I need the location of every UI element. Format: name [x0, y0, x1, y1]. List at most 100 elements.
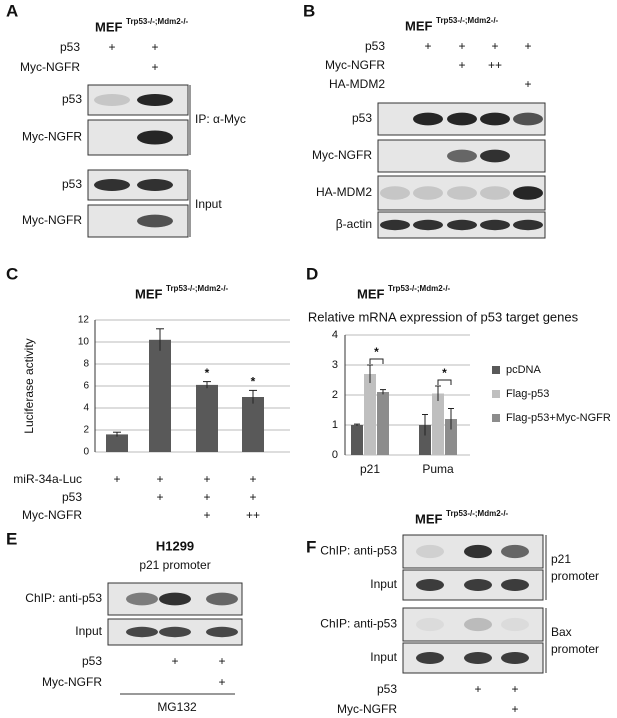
cell-line: MEF [357, 286, 385, 301]
treatment-mark: + [151, 60, 158, 74]
y-axis-label: Luciferase activity [22, 338, 36, 433]
band [501, 617, 529, 632]
blot-label: ChIP: anti-p53 [320, 544, 397, 558]
genotype: Trp53-/-;Mdm2-/- [166, 284, 229, 293]
blot-label: HA-MDM2 [316, 185, 372, 199]
blot-label: Myc-NGFR [22, 213, 82, 227]
band [413, 219, 443, 231]
significance: * [374, 345, 379, 359]
treatment-label: p53 [82, 654, 102, 668]
band [464, 652, 492, 664]
blot-label: Input [75, 624, 102, 638]
band [513, 112, 543, 126]
band [94, 179, 130, 191]
y-tick-label: 2 [83, 425, 89, 436]
treatment-mark: + [474, 682, 481, 696]
band [480, 186, 510, 200]
legend-label: pcDNA [506, 364, 542, 376]
bar [351, 425, 363, 455]
band [137, 214, 173, 228]
treatment-label: HA-MDM2 [329, 77, 385, 91]
treatment-mark: + [524, 77, 531, 91]
legend-swatch [492, 366, 500, 374]
treatment-mark: + [203, 490, 210, 504]
treatment-mark: ++ [246, 508, 260, 522]
blot-label: Input [370, 577, 397, 591]
panel-letter: B [303, 1, 315, 20]
band [501, 544, 529, 559]
band [447, 219, 477, 231]
y-tick-label: 8 [83, 359, 89, 370]
band [464, 617, 492, 632]
treatment-mark: + [156, 472, 163, 486]
treatment-mark: + [249, 490, 256, 504]
band [464, 544, 492, 559]
band [206, 626, 238, 638]
bar [432, 393, 444, 455]
x-tick-label: Puma [422, 462, 454, 476]
blot-label: ChIP: anti-p53 [25, 591, 102, 605]
blot-label: Myc-NGFR [312, 148, 372, 162]
treatment-mark: + [458, 39, 465, 53]
treatment-label: Myc-NGFR [22, 508, 82, 522]
band [501, 579, 529, 591]
condition: MG132 [157, 700, 197, 714]
y-tick-label: 2 [332, 389, 338, 401]
cell-line: MEF [95, 19, 123, 34]
treatment-mark: + [458, 58, 465, 72]
band [137, 94, 173, 106]
significance: * [442, 366, 447, 380]
legend-swatch [492, 414, 500, 422]
genotype: Trp53-/-;Mdm2-/- [388, 284, 451, 293]
treatment-label: p53 [60, 40, 80, 54]
blot-label: β-actin [336, 217, 372, 231]
y-tick-label: 1 [332, 419, 338, 431]
blot-label: p53 [62, 92, 82, 106]
blot-label: p53 [62, 177, 82, 191]
band [416, 544, 444, 559]
band [480, 149, 510, 163]
treatment-label: p53 [62, 490, 82, 504]
band [126, 592, 158, 606]
significance-bracket [437, 379, 452, 385]
bar [364, 374, 376, 455]
genotype: Trp53-/-;Mdm2-/- [446, 509, 509, 518]
treatment-mark: + [108, 40, 115, 54]
panel-letter: D [306, 264, 318, 283]
group-label: p21 [551, 552, 571, 566]
treatment-label: Myc-NGFR [337, 702, 397, 716]
cell-line: MEF [135, 286, 163, 301]
panel-letter: F [306, 537, 316, 556]
treatment-label: Myc-NGFR [42, 675, 102, 689]
treatment-mark: + [203, 472, 210, 486]
band [380, 186, 410, 200]
group-label: IP: α-Myc [195, 112, 246, 126]
treatment-mark: + [171, 654, 178, 668]
blot-label: Myc-NGFR [22, 130, 82, 144]
chart-title: Relative mRNA expression of p53 target g… [308, 309, 579, 324]
group-label: promoter [551, 569, 599, 583]
bar [106, 434, 128, 452]
treatment-mark: + [491, 39, 498, 53]
genotype: Trp53-/-;Mdm2-/- [436, 16, 499, 25]
treatment-label: Myc-NGFR [325, 58, 385, 72]
cell-line: H1299 [156, 538, 194, 553]
panel-letter: C [6, 264, 18, 283]
band [480, 219, 510, 231]
y-tick-label: 6 [83, 381, 89, 392]
band [464, 579, 492, 591]
bar [377, 392, 389, 455]
band [480, 112, 510, 126]
band [501, 652, 529, 664]
band [413, 186, 443, 200]
treatment-mark: + [424, 39, 431, 53]
band [206, 592, 238, 606]
treatment-mark: ++ [488, 58, 502, 72]
cell-line: MEF [415, 511, 443, 526]
band [126, 626, 158, 638]
x-tick-label: p21 [360, 462, 380, 476]
blot [402, 607, 544, 642]
treatment-label: Myc-NGFR [20, 60, 80, 74]
band [513, 186, 543, 200]
group-label: Bax [551, 625, 572, 639]
